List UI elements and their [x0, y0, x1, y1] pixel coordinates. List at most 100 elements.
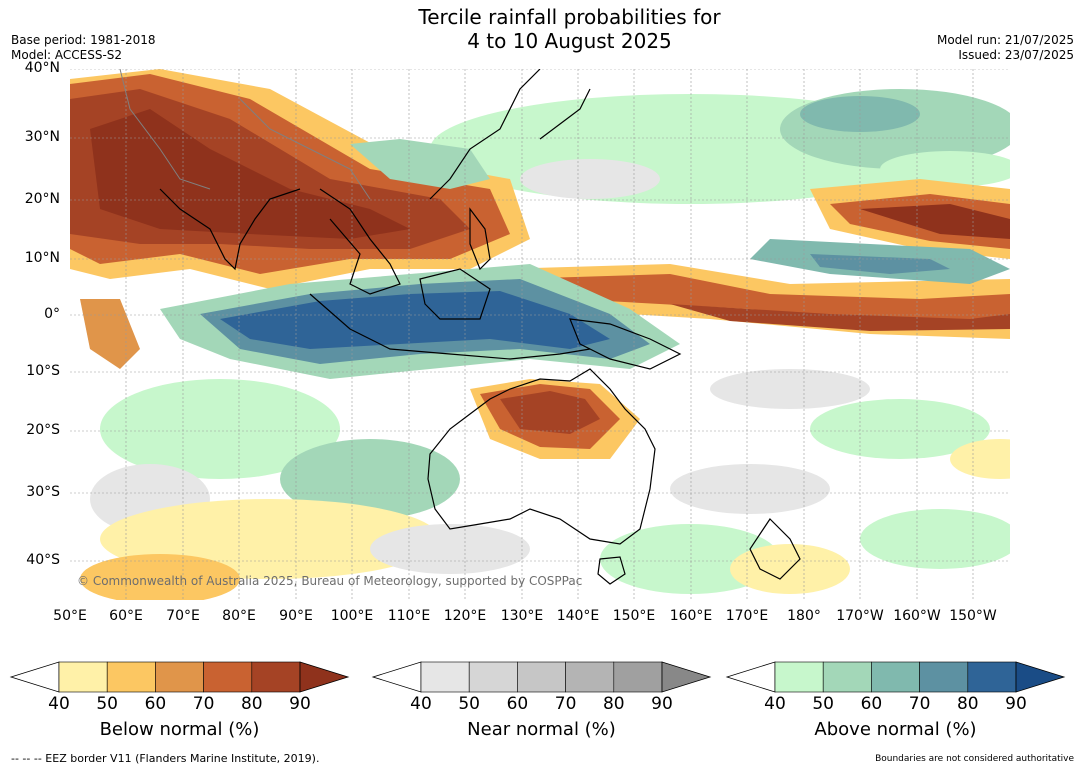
colorbar-segment [871, 661, 920, 693]
india-coast [159, 188, 301, 271]
lat-label-40n: 40°N [24, 60, 60, 76]
colorbar-tick-label: 50 [96, 694, 119, 714]
colorbar-segment [822, 661, 872, 693]
china-coast [429, 69, 541, 200]
lon-label-60e: 60°E [109, 608, 143, 624]
colorbar-segment [613, 661, 663, 693]
new-guinea-coast [569, 318, 682, 370]
meta-left: Base period: 1981-2018 Model: ACCESS-S2 [11, 33, 156, 63]
colorbar-segment [106, 661, 156, 693]
colorbar-segment [517, 661, 566, 693]
lon-label-110e: 110°E [387, 608, 431, 624]
map-canvas [70, 69, 1010, 600]
copyright-credit: © Commonwealth of Australia 2025, Bureau… [77, 574, 583, 588]
lat-label-30n: 30°N [24, 129, 60, 145]
japan-coast [539, 88, 591, 140]
colorbar-tick-label: 60 [506, 694, 529, 714]
graticule [70, 69, 1010, 600]
colorbar-segment [468, 661, 518, 693]
new-zealand-coast [749, 518, 801, 580]
colorbar-title: Near normal (%) [467, 719, 616, 740]
colorbar-tick-label: 80 [956, 694, 979, 714]
colorbar-tick-label: 40 [764, 694, 786, 714]
lon-label-90e: 90°E [279, 608, 313, 624]
lon-label-80e: 80°E [222, 608, 256, 624]
above-normal-regions [160, 139, 1010, 379]
colorbar-above-normal [725, 661, 1066, 693]
colorbar-tick-label: 90 [1005, 694, 1027, 714]
colorbar-segment [774, 661, 824, 693]
boundaries-note: Boundaries are not considered authoritat… [875, 754, 1074, 764]
colorbar-segment [203, 661, 253, 693]
lon-label-50e: 50°E [53, 608, 87, 624]
lon-label-170w: 170°W [836, 608, 884, 624]
colorbar-title: Below normal (%) [99, 719, 260, 740]
indonesia-coast [309, 293, 591, 360]
title-line-2: 4 to 10 August 2025 [467, 29, 672, 53]
base-period: Base period: 1981-2018 [11, 33, 156, 47]
colorbar-extend-high [661, 661, 712, 693]
colorbar-title: Above normal (%) [814, 719, 977, 740]
colorbar-tick-label: 60 [860, 694, 883, 714]
colorbar-extend-low [9, 661, 60, 693]
colorbar-extend-low [371, 661, 422, 693]
colorbar-tick-label: 60 [144, 694, 167, 714]
colorbar-tick-label: 70 [554, 694, 577, 714]
colorbar-near-normal [371, 661, 712, 693]
lon-label-150e: 150°E [612, 608, 656, 624]
lon-label-160e: 160°E [669, 608, 713, 624]
below-normal-regions [70, 69, 1010, 459]
australia-coast [427, 368, 656, 545]
lon-label-120e: 120°E [443, 608, 487, 624]
colorbar-tick-label: 40 [48, 694, 70, 714]
colorbar-segment [251, 661, 301, 693]
colorbar-tick-label: 90 [289, 694, 311, 714]
lat-label-20n: 20°N [24, 191, 60, 207]
colorbar-extend-high [1015, 661, 1066, 693]
colorbar-tick-label: 50 [812, 694, 835, 714]
lon-label-180: 180° [787, 608, 821, 624]
colorbar-extend-high [299, 661, 350, 693]
colorbar-segment [565, 661, 615, 693]
model-run: Model run: 21/07/2025 [936, 33, 1074, 47]
colorbar-tick-label: 40 [410, 694, 432, 714]
tasmania-coast [597, 556, 626, 585]
coastlines [159, 69, 801, 585]
colorbar-tick-label: 50 [458, 694, 481, 714]
colorbar-segment [58, 661, 108, 693]
lon-label-170e: 170°E [725, 608, 769, 624]
colorbar-tick-label: 70 [908, 694, 931, 714]
model-name: Model: ACCESS-S2 [11, 48, 123, 62]
colorbars [9, 661, 1066, 693]
lon-label-130e: 130°E [500, 608, 544, 624]
colorbar-segment [919, 661, 969, 693]
colorbar-tick-label: 90 [651, 694, 673, 714]
colorbar-tick-label: 80 [602, 694, 625, 714]
eez-border-note: -- -- -- EEZ border V11 (Flanders Marine… [11, 752, 320, 765]
philippines-coast [469, 207, 491, 271]
lat-label-10s: 10°S [26, 363, 60, 379]
lat-label-20s: 20°S [26, 422, 60, 438]
issued-date: Issued: 23/07/2025 [958, 48, 1074, 62]
rainfall-probability-map [70, 69, 1010, 600]
colorbar-tick-label: 70 [192, 694, 215, 714]
lat-label-30s: 30°S [26, 484, 60, 500]
colorbar-extend-low [725, 661, 776, 693]
lon-label-70e: 70°E [166, 608, 200, 624]
eez-borders [119, 69, 371, 200]
colorbar-below-normal [9, 661, 350, 693]
lon-label-140e: 140°E [556, 608, 600, 624]
lat-label-40s: 40°S [26, 552, 60, 568]
southeast-asia-coast [319, 188, 401, 295]
lon-label-150w: 150°W [949, 608, 997, 624]
meta-right: Model run: 21/07/2025 Issued: 23/07/2025 [937, 33, 1074, 63]
colorbar-tick-label: 80 [240, 694, 263, 714]
title-line-1: Tercile rainfall probabilities for [418, 5, 721, 29]
lon-label-160w: 160°W [893, 608, 941, 624]
lat-label-0: 0° [44, 306, 60, 322]
colorbar-segment [420, 661, 470, 693]
lon-label-100e: 100°E [330, 608, 374, 624]
map-title: Tercile rainfall probabilities for 4 to … [0, 5, 1085, 53]
colorbar-segment [967, 661, 1017, 693]
borneo-coast [419, 268, 491, 320]
